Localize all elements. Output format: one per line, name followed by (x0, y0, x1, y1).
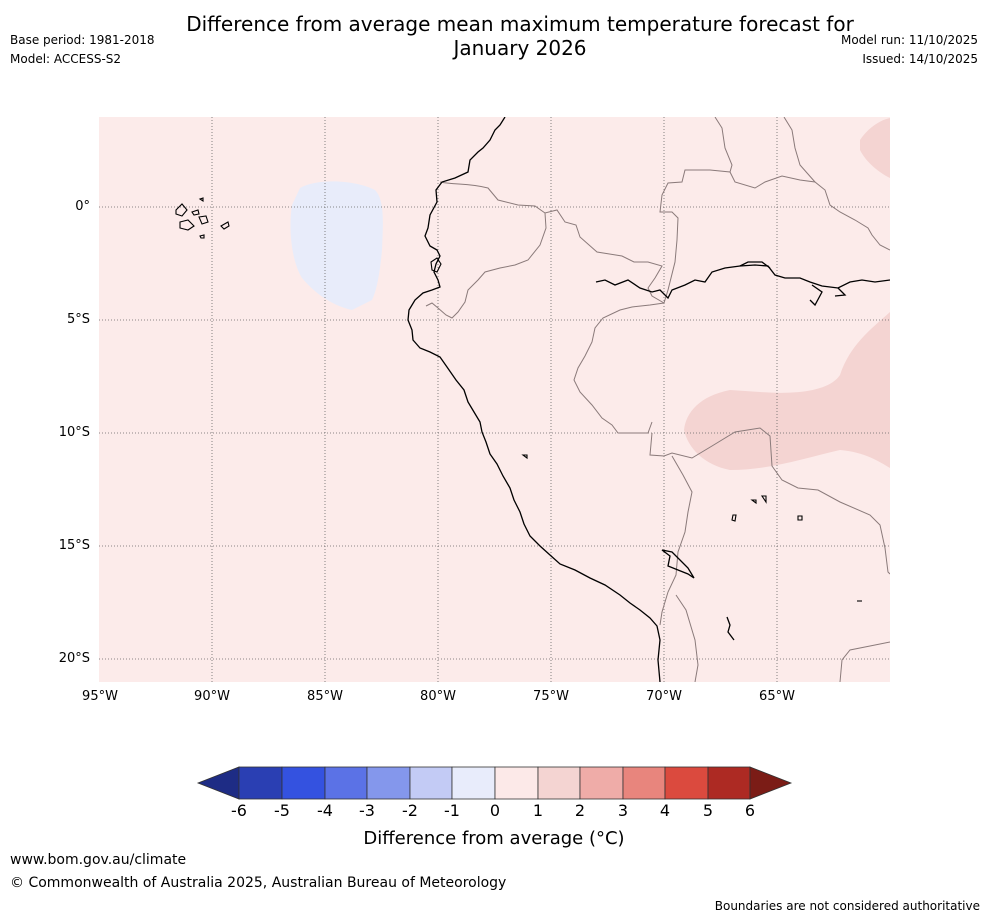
colorbar-tick: 3 (617, 801, 629, 820)
copyright: © Commonwealth of Australia 2025, Austra… (10, 875, 507, 891)
islands (175, 197, 862, 602)
model-name: Model: ACCESS-S2 (10, 52, 122, 66)
lon-label-95w: 95°W (82, 689, 118, 704)
colorbar-tick: -1 (444, 801, 460, 820)
base-period: Base period: 1981-2018 (10, 33, 155, 47)
title-line-1: Difference from average mean maximum tem… (186, 12, 854, 36)
colorbar-segment (579, 766, 624, 800)
colorbar-segment (324, 766, 368, 800)
colorbar-tick: 0 (489, 801, 501, 820)
colorbar-segment (707, 766, 751, 800)
cool-anomaly-region (290, 181, 383, 310)
colorbar-tick: 1 (532, 801, 544, 820)
colorbar-tick: 2 (574, 801, 586, 820)
lat-label-10s: 10°S (58, 425, 90, 440)
lat-label-20s: 20°S (58, 651, 90, 666)
colorbar-segment (238, 766, 283, 800)
colorbar-segment (537, 766, 581, 800)
colorbar-min-extension (196, 766, 240, 800)
colorbar-segment (664, 766, 709, 800)
colorbar-tick: -4 (317, 801, 333, 820)
bom-url: www.bom.gov.au/climate (10, 852, 187, 868)
colorbar (196, 766, 793, 800)
colorbar-segment (366, 766, 411, 800)
title-line-2: January 2026 (453, 36, 587, 60)
colorbar-tick: 6 (744, 801, 756, 820)
lat-label-0: 0° (75, 199, 90, 214)
lon-label-90w: 90°W (194, 689, 230, 704)
colorbar-segment (494, 766, 539, 800)
boundary-disclaimer: Boundaries are not considered authoritat… (714, 899, 980, 913)
graticule (99, 117, 890, 682)
colorbar-tick: -2 (402, 801, 418, 820)
warm-anomaly-region-northeast (860, 118, 890, 178)
colorbar-segment (409, 766, 453, 800)
country-boundaries (425, 117, 890, 682)
coastlines (407, 117, 890, 682)
lon-label-65w: 65°W (759, 689, 795, 704)
colorbar-tick: -5 (274, 801, 290, 820)
colorbar-segment (622, 766, 666, 800)
warm-anomaly-region-southeast (684, 312, 890, 470)
colorbar-segment (281, 766, 326, 800)
lon-label-70w: 70°W (646, 689, 682, 704)
colorbar-max-extension (749, 766, 793, 800)
lon-label-85w: 85°W (307, 689, 343, 704)
lon-label-75w: 75°W (533, 689, 569, 704)
colorbar-tick: -3 (359, 801, 375, 820)
lat-label-5s: 5°S (66, 312, 90, 327)
colorbar-segment (451, 766, 496, 800)
model-run-date: Model run: 11/10/2025 (840, 33, 978, 47)
colorbar-label: Difference from average (°C) (363, 828, 625, 849)
lat-label-15s: 15°S (58, 538, 90, 553)
colorbar-tick: 4 (659, 801, 671, 820)
colorbar-tick: -6 (231, 801, 247, 820)
lon-label-80w: 80°W (420, 689, 456, 704)
colorbar-tick: 5 (702, 801, 714, 820)
issued-date: Issued: 14/10/2025 (862, 52, 978, 66)
map-title: Difference from average mean maximum tem… (0, 12, 988, 60)
